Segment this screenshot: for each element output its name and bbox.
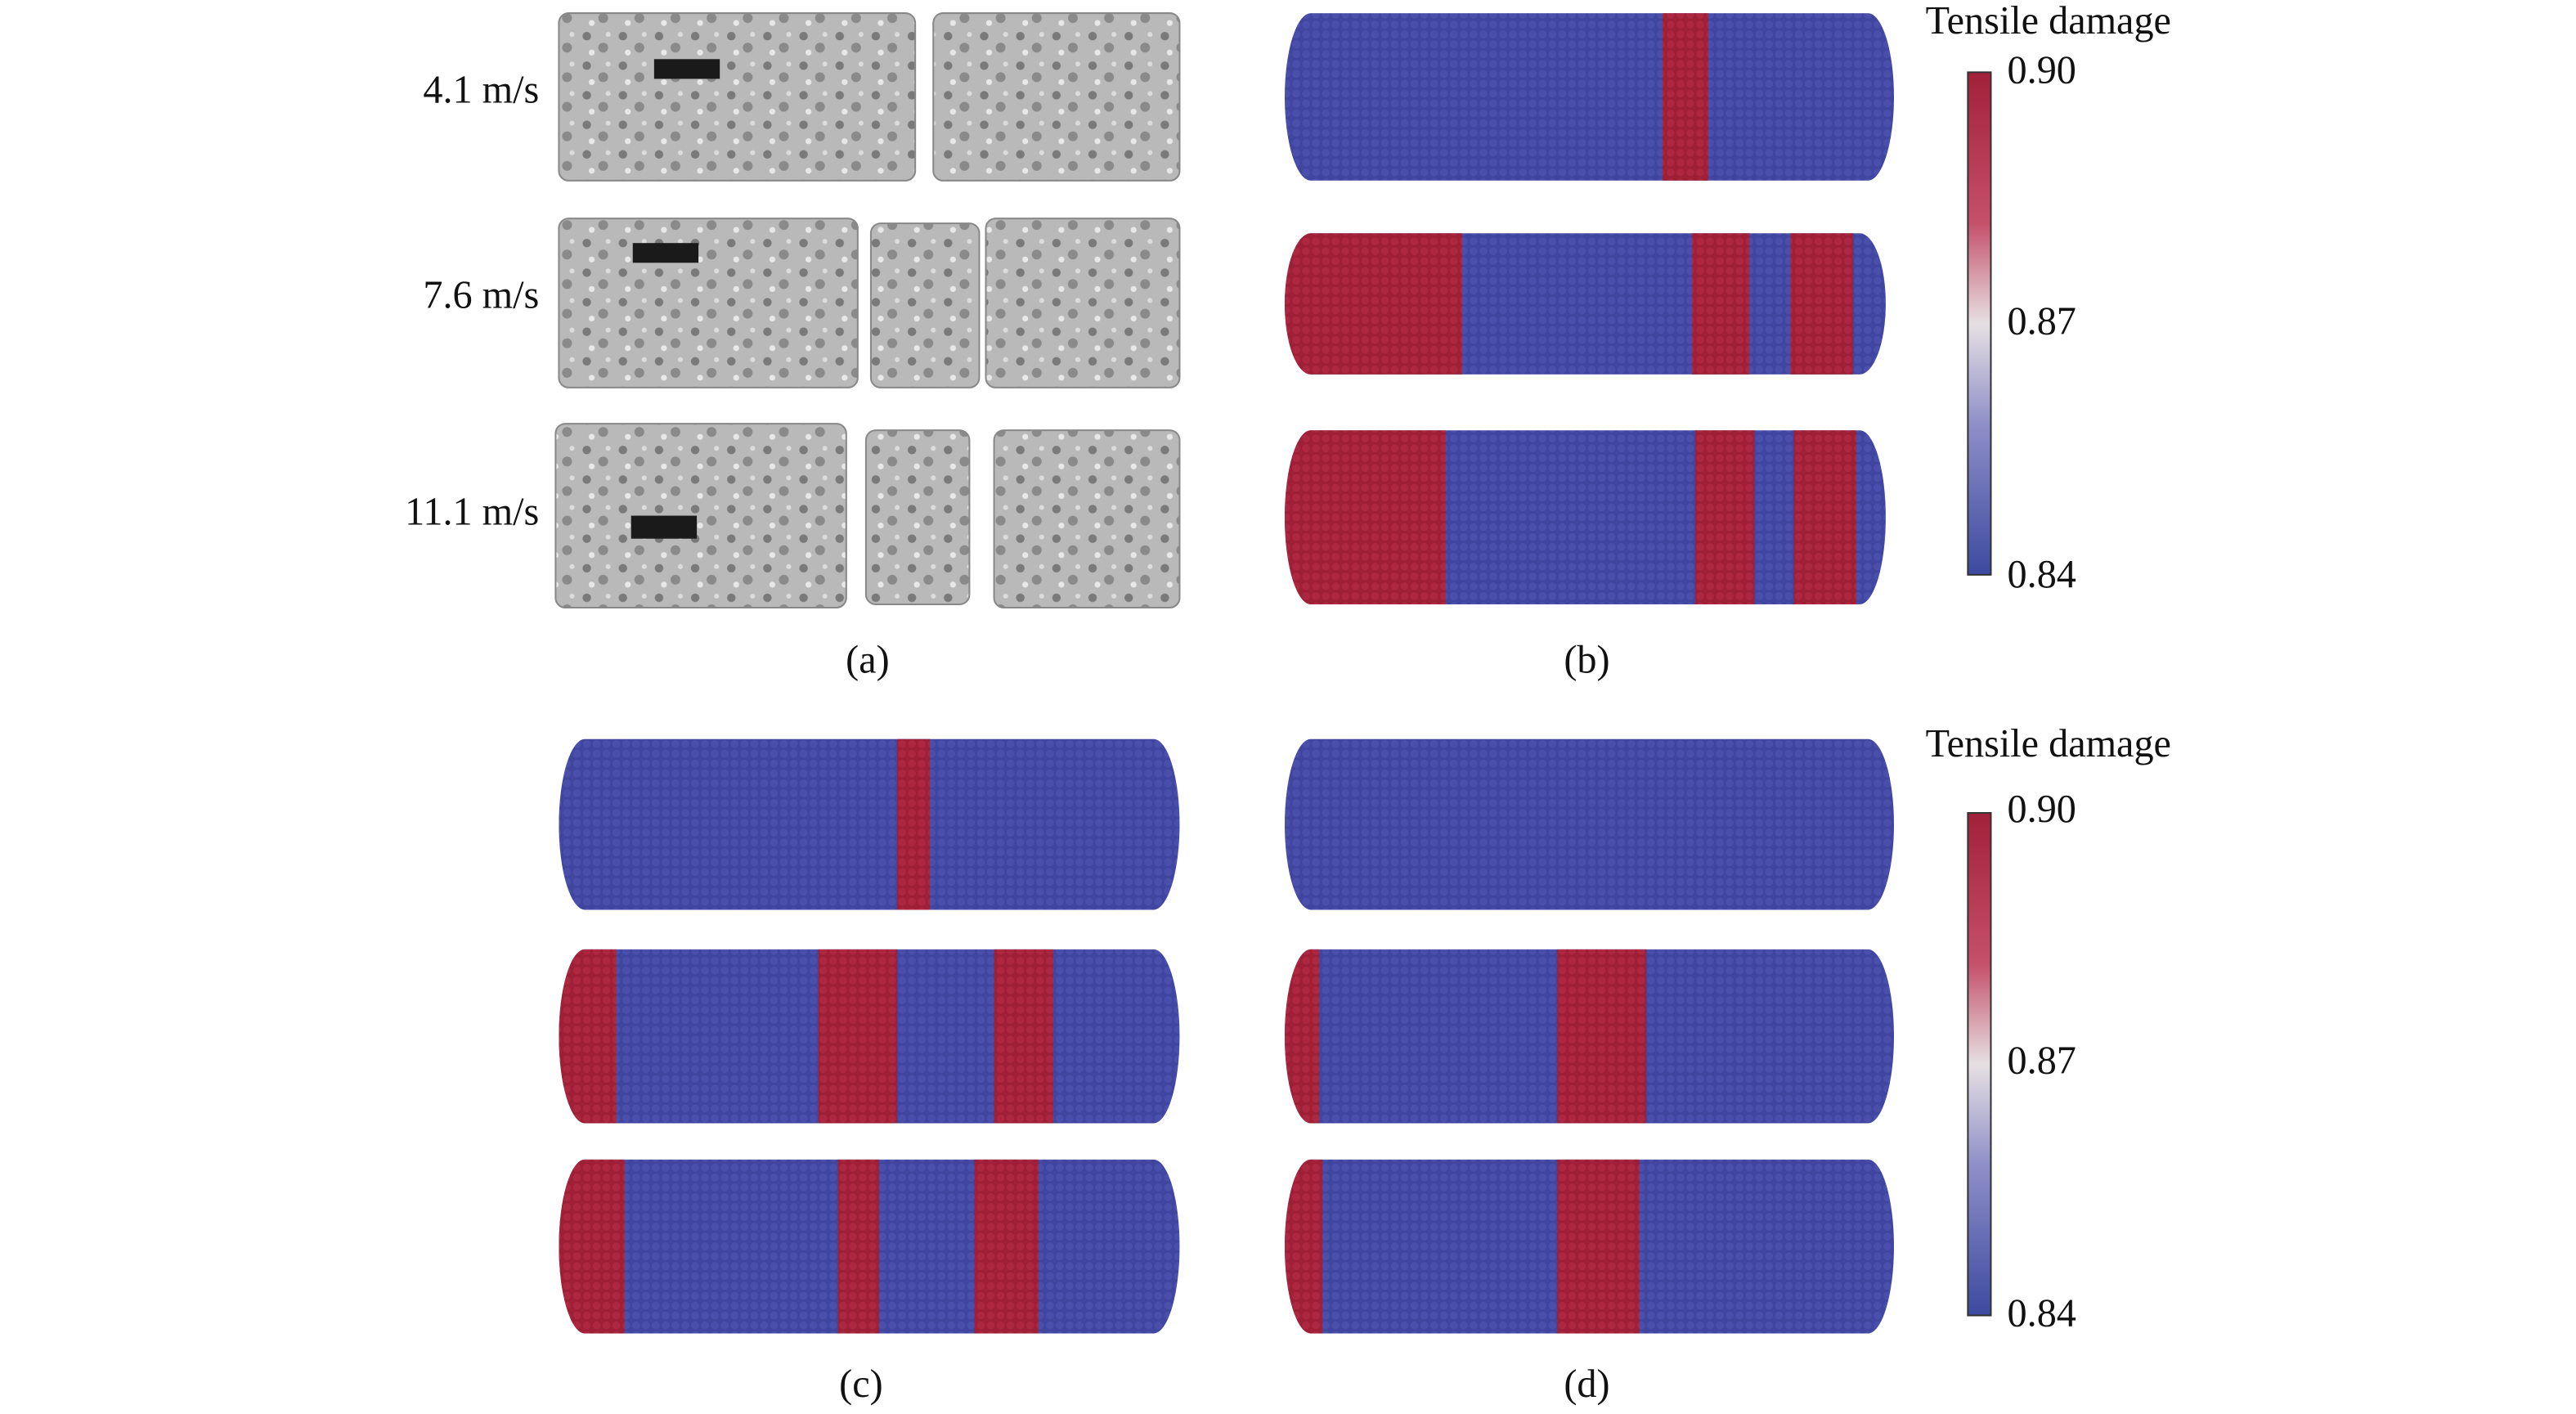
damage-band — [974, 1159, 1039, 1334]
damage-band — [837, 1159, 879, 1334]
specimen-photo — [985, 218, 1181, 388]
specimen-model — [1284, 1159, 1894, 1334]
specimen-photo — [558, 218, 859, 388]
specimen-model — [1284, 233, 1886, 375]
specimen-photo — [869, 222, 981, 388]
speed-label: 7.6 m/s — [423, 274, 539, 317]
specimen-model — [1284, 430, 1886, 604]
damage-band — [559, 1159, 625, 1334]
intact-zone — [559, 738, 1180, 910]
specimen-model — [559, 738, 1180, 910]
gauge — [632, 243, 699, 263]
colorbar-tick: 0.87 — [2008, 300, 2076, 343]
damage-band — [1284, 430, 1446, 604]
damage-band — [1284, 1159, 1323, 1334]
specimen-photo — [932, 12, 1181, 182]
colorbar-title: Tensile damage — [1926, 722, 2171, 765]
damage-band — [1692, 233, 1750, 375]
specimen-model — [1284, 949, 1894, 1124]
damage-band — [994, 949, 1053, 1124]
colorbar-tick: 0.90 — [2008, 788, 2076, 831]
gauge — [653, 59, 720, 79]
damage-band — [1790, 233, 1853, 375]
colorbar — [1967, 71, 1992, 576]
damage-band — [559, 949, 617, 1124]
damage-band — [1557, 949, 1646, 1124]
intact-zone — [1284, 738, 1894, 910]
colorbar-tick: 0.84 — [2008, 1292, 2076, 1335]
colorbar-tick: 0.87 — [2008, 1039, 2076, 1082]
specimen-model — [559, 1159, 1180, 1334]
colorbar-tick: 0.90 — [2008, 48, 2076, 92]
damage-band — [818, 949, 898, 1124]
damage-band — [1695, 430, 1755, 604]
speed-label: 11.1 m/s — [405, 491, 539, 534]
damage-band — [897, 738, 931, 910]
damage-band — [1662, 13, 1709, 181]
damage-band — [1284, 233, 1462, 375]
speed-label: 4.1 m/s — [423, 69, 539, 112]
specimen-model — [1284, 13, 1894, 181]
panel-label: (d) — [1564, 1362, 1609, 1406]
gauge — [631, 515, 698, 539]
damage-band — [1557, 1159, 1640, 1334]
specimen-model — [1284, 738, 1894, 910]
colorbar — [1967, 812, 1992, 1317]
colorbar-title: Tensile damage — [1926, 0, 2171, 43]
damage-band — [1793, 430, 1856, 604]
specimen-photo — [864, 429, 971, 605]
damage-band — [1284, 949, 1320, 1124]
specimen-photo — [993, 429, 1181, 609]
intact-zone — [1284, 13, 1894, 181]
specimen-photo — [554, 423, 847, 609]
specimen-model — [559, 949, 1180, 1124]
panel-label: (b) — [1564, 638, 1609, 681]
colorbar-tick: 0.84 — [2008, 553, 2076, 596]
panel-label: (c) — [839, 1362, 882, 1406]
panel-label: (a) — [846, 638, 889, 681]
specimen-photo — [558, 12, 917, 182]
